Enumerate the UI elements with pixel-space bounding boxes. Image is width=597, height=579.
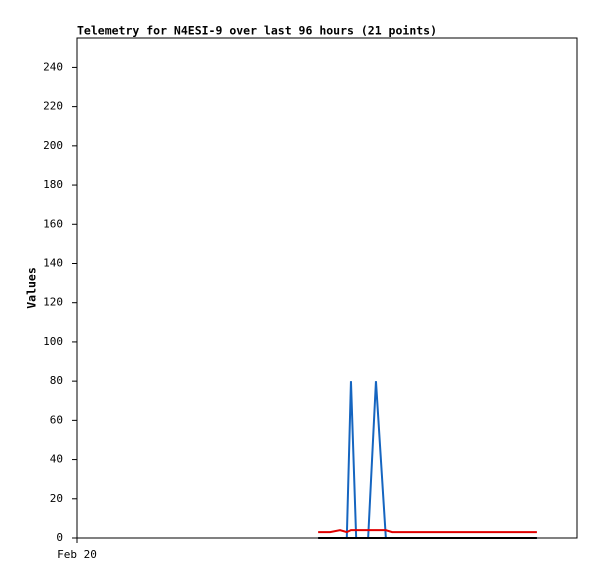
y-tick-label: 220 bbox=[43, 100, 63, 113]
series-line bbox=[318, 529, 537, 534]
y-tick-label: 20 bbox=[50, 492, 63, 505]
x-tick-label: Feb 20 bbox=[57, 548, 97, 561]
y-tick-label: 80 bbox=[50, 374, 63, 387]
y-tick-label: 100 bbox=[43, 335, 63, 348]
plot-frame bbox=[76, 37, 578, 539]
y-tick-label: 200 bbox=[43, 139, 63, 152]
y-tick-label: 140 bbox=[43, 256, 63, 269]
y-tick-label: 180 bbox=[43, 178, 63, 191]
y-tick-label: 240 bbox=[43, 60, 63, 73]
y-tick-label: 60 bbox=[50, 413, 63, 426]
y-tick-label: 0 bbox=[56, 531, 63, 544]
y-tick-label: 160 bbox=[43, 217, 63, 230]
y-tick-label: 120 bbox=[43, 296, 63, 309]
series-line bbox=[318, 381, 537, 539]
y-axis-label: Values bbox=[25, 267, 39, 309]
y-tick-label: 40 bbox=[50, 453, 63, 466]
chart-title: Telemetry for N4ESI-9 over last 96 hours… bbox=[77, 24, 437, 38]
